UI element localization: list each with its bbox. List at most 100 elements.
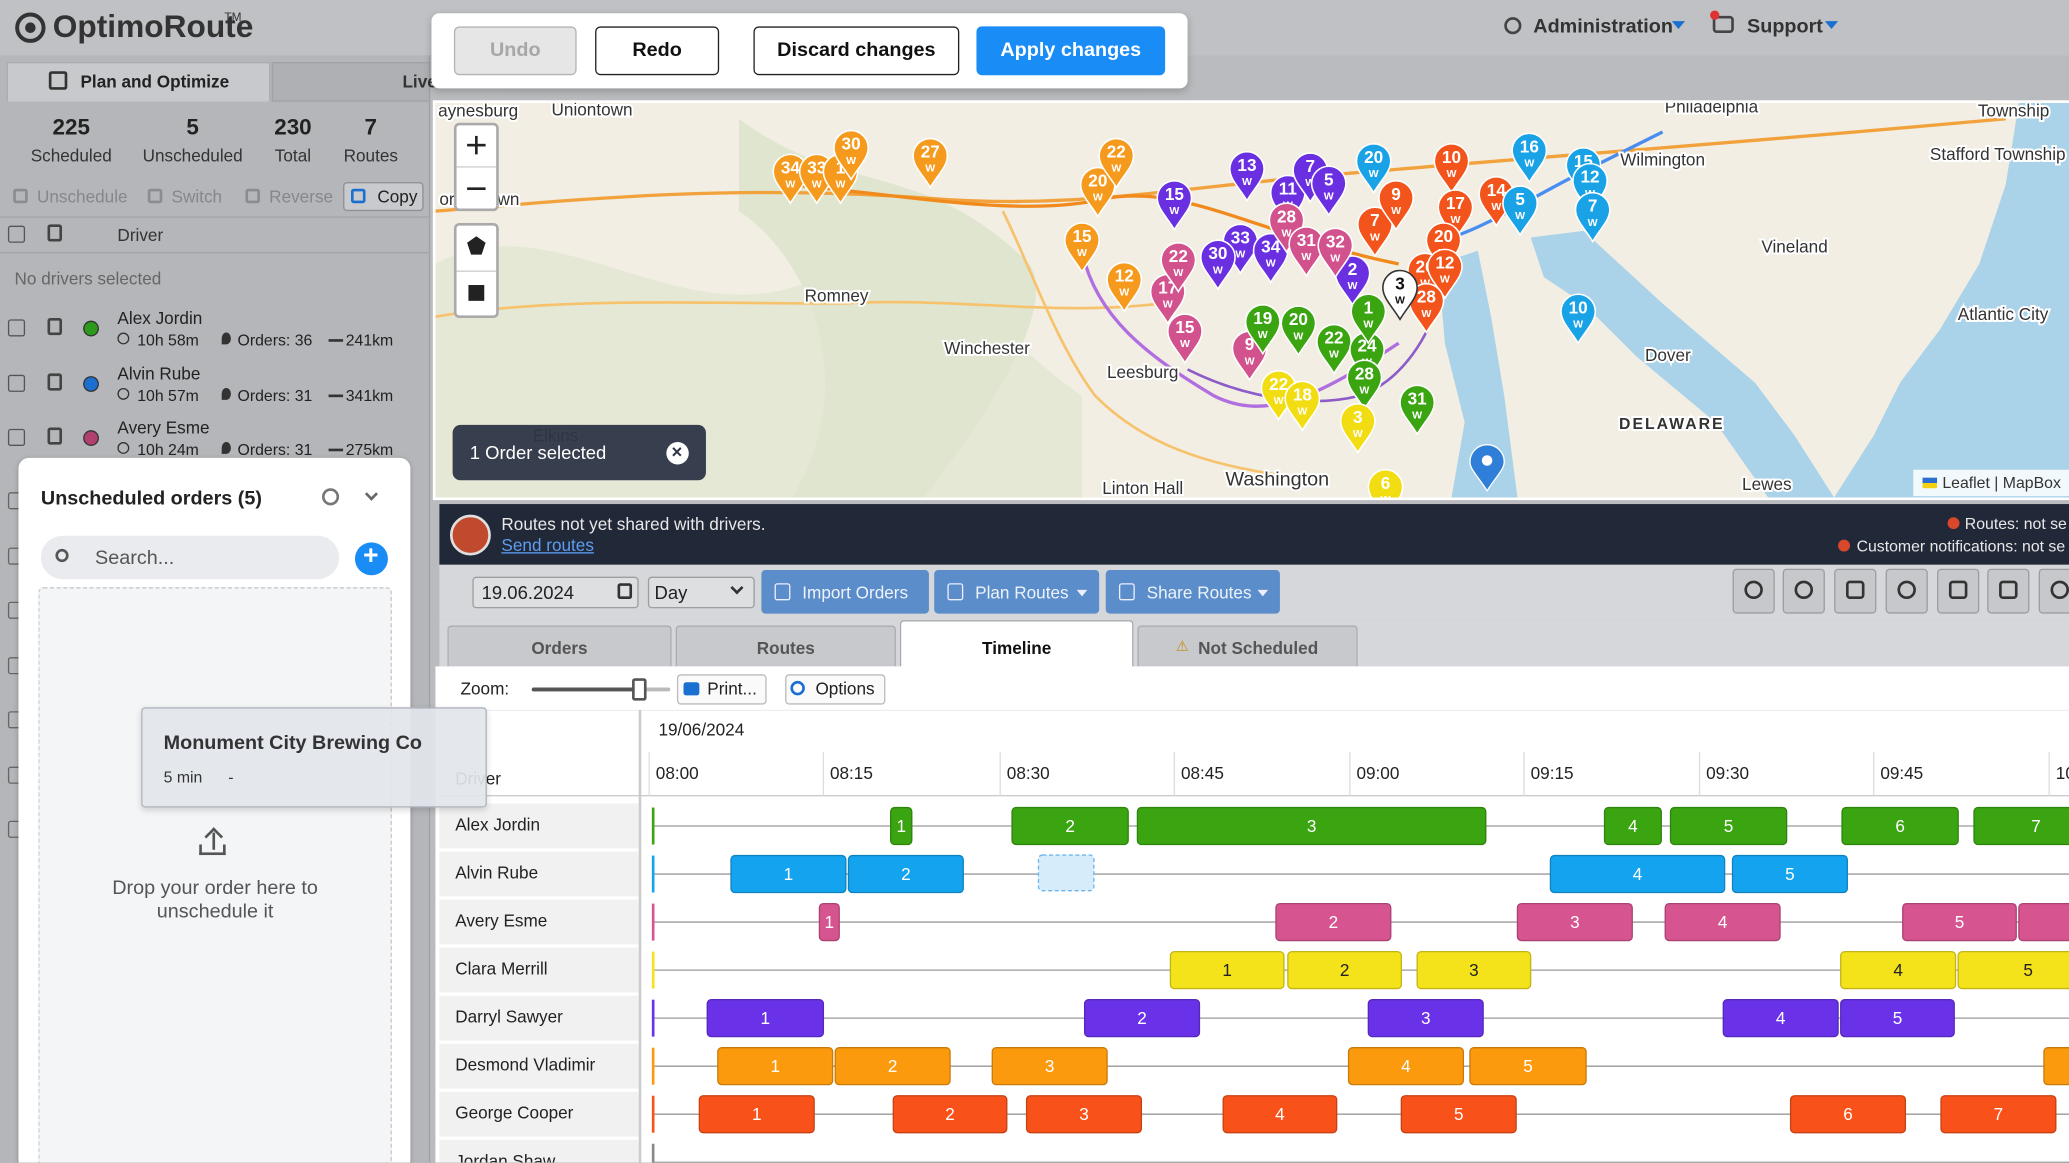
driver-checkbox[interactable] — [8, 319, 25, 336]
action-label[interactable]: Switch — [172, 187, 223, 207]
pin-label: 3 — [1395, 274, 1405, 294]
driver-checkbox[interactable] — [8, 429, 25, 446]
logo-text: OptimoRoute — [53, 9, 254, 46]
list-header — [0, 216, 430, 253]
view-tab-label[interactable]: Timeline — [982, 638, 1051, 658]
zoom-out[interactable] — [467, 187, 485, 190]
pin-tag: W — [1573, 318, 1583, 330]
stop-block[interactable]: 1 — [718, 1048, 833, 1085]
plan-tab-label[interactable]: Plan and Optimize — [80, 72, 229, 92]
change-button-label[interactable]: Redo — [632, 39, 681, 61]
pin-label: 5 — [1515, 189, 1525, 209]
stop-block[interactable]: 2 — [1288, 952, 1401, 989]
driver-checkbox[interactable] — [8, 374, 25, 391]
empty-selection: No drivers selected — [15, 269, 162, 289]
stop-block[interactable]: 1 — [819, 904, 839, 941]
stat-label: Scheduled — [31, 146, 112, 166]
stop-block[interactable]: 4 — [1550, 856, 1724, 893]
admin-menu[interactable]: Administration — [1533, 15, 1673, 37]
stop-block[interactable]: 5 — [1958, 952, 2069, 989]
zoom-in-v[interactable] — [475, 136, 478, 154]
toolbar-label[interactable]: Share Routes — [1147, 583, 1252, 603]
options-label[interactable]: Options — [815, 679, 874, 699]
view-tab-label[interactable]: Orders — [531, 638, 587, 658]
pin-tag: W — [1297, 405, 1307, 417]
map-pin[interactable]: 6W — [1368, 470, 1402, 498]
stop-block[interactable]: 5 — [1671, 808, 1787, 845]
pin-tag: W — [1330, 252, 1340, 264]
stop-block[interactable]: 3 — [1368, 1000, 1483, 1037]
stop-label: 4 — [1893, 960, 1903, 980]
stop-block[interactable]: 4 — [1665, 904, 1780, 941]
stop-block[interactable]: 6 — [1791, 1096, 1906, 1133]
stop-block[interactable]: 2 — [1276, 904, 1391, 941]
pin-label: 15 — [1175, 317, 1195, 337]
stop-block[interactable]: 3 — [1417, 952, 1530, 989]
toolbar-label[interactable]: Plan Routes — [975, 583, 1068, 603]
pin-label: 28 — [1355, 363, 1374, 383]
pin-label: 3 — [1353, 407, 1363, 427]
stop-label: 7 — [1994, 1104, 2004, 1124]
stop-label: 2 — [1329, 912, 1339, 932]
stop-block[interactable]: 7 — [1941, 1096, 2056, 1133]
pin-tag: W — [812, 179, 822, 191]
action-label[interactable]: Copy — [377, 187, 417, 207]
stop-block[interactable]: 3 — [1517, 904, 1632, 941]
rectangle-tool[interactable] — [468, 285, 484, 301]
pin-label: 1 — [1364, 297, 1374, 317]
stop-block[interactable]: 4 — [1841, 952, 1956, 989]
view-tab-label[interactable]: Routes — [757, 638, 815, 658]
drag-card[interactable] — [141, 707, 487, 807]
stop-block[interactable]: 2 — [1085, 1000, 1200, 1037]
stop-block[interactable]: 3 — [992, 1048, 1107, 1085]
stat-value: 7 — [365, 115, 377, 141]
stop-block[interactable]: 2 — [835, 1048, 950, 1085]
stop-block[interactable]: 4 — [1349, 1048, 1464, 1085]
pin-tag: W — [1391, 205, 1401, 217]
change-button-label[interactable]: Discard changes — [777, 39, 935, 61]
action-label[interactable]: Reverse — [269, 187, 333, 207]
action-label[interactable]: Unschedule — [37, 187, 128, 207]
stop-label: 4 — [1776, 1008, 1786, 1028]
toolbar-label[interactable]: Import Orders — [802, 583, 908, 603]
stop-block[interactable]: 4 — [1223, 1096, 1336, 1133]
stop-block[interactable]: 5 — [1401, 1096, 1516, 1133]
stop-block[interactable]: 5 — [1903, 904, 2016, 941]
stop-block[interactable]: 5 — [1841, 1000, 1954, 1037]
stop-block[interactable]: 4 — [1605, 808, 1662, 845]
driver-lock — [48, 373, 63, 390]
stop-block[interactable]: 5 — [1733, 856, 1848, 893]
stop-label: 1 — [825, 912, 835, 932]
zoom-thumb[interactable] — [632, 678, 647, 700]
pin-label: 13 — [1237, 155, 1256, 175]
place-label: Dover — [1645, 345, 1691, 365]
stop-block[interactable]: 2 — [893, 1096, 1006, 1133]
stop-block[interactable]: 6 — [1842, 808, 1958, 845]
change-button-label[interactable]: Undo — [490, 39, 541, 61]
change-button-label[interactable]: Apply changes — [1000, 39, 1141, 61]
support-menu[interactable]: Support — [1747, 15, 1823, 37]
stop-block[interactable]: 2 — [1012, 808, 1128, 845]
stop-block[interactable]: 5 — [1470, 1048, 1586, 1085]
search-box[interactable] — [41, 536, 339, 580]
stop-block[interactable]: 1 — [699, 1096, 814, 1133]
pin-tag: W — [1235, 248, 1245, 260]
pin-label: 11 — [1279, 179, 1298, 199]
view-tab-label[interactable]: Not Scheduled — [1198, 638, 1318, 658]
stop-block[interactable]: 3 — [1027, 1096, 1142, 1133]
panel-gear[interactable] — [322, 488, 339, 505]
stop-block[interactable]: 2 — [848, 856, 963, 893]
stop-block[interactable]: 4 — [1723, 1000, 1838, 1037]
stop-block[interactable]: 1 — [891, 808, 912, 845]
stop-block[interactable]: 1 — [731, 856, 846, 893]
pin-tag: W — [1524, 157, 1534, 169]
stop-label: 2 — [1065, 816, 1075, 836]
stop-block[interactable]: 1 — [707, 1000, 823, 1037]
header-checkbox[interactable] — [8, 226, 25, 243]
stop-block[interactable]: 3 — [1137, 808, 1485, 845]
stop-block[interactable]: 7 — [1974, 808, 2069, 845]
stop-block[interactable]: 1 — [1170, 952, 1283, 989]
stop-label: 2 — [945, 1104, 955, 1124]
banner-link[interactable]: Send routes — [501, 535, 594, 555]
print-label[interactable]: Print... — [707, 679, 757, 699]
